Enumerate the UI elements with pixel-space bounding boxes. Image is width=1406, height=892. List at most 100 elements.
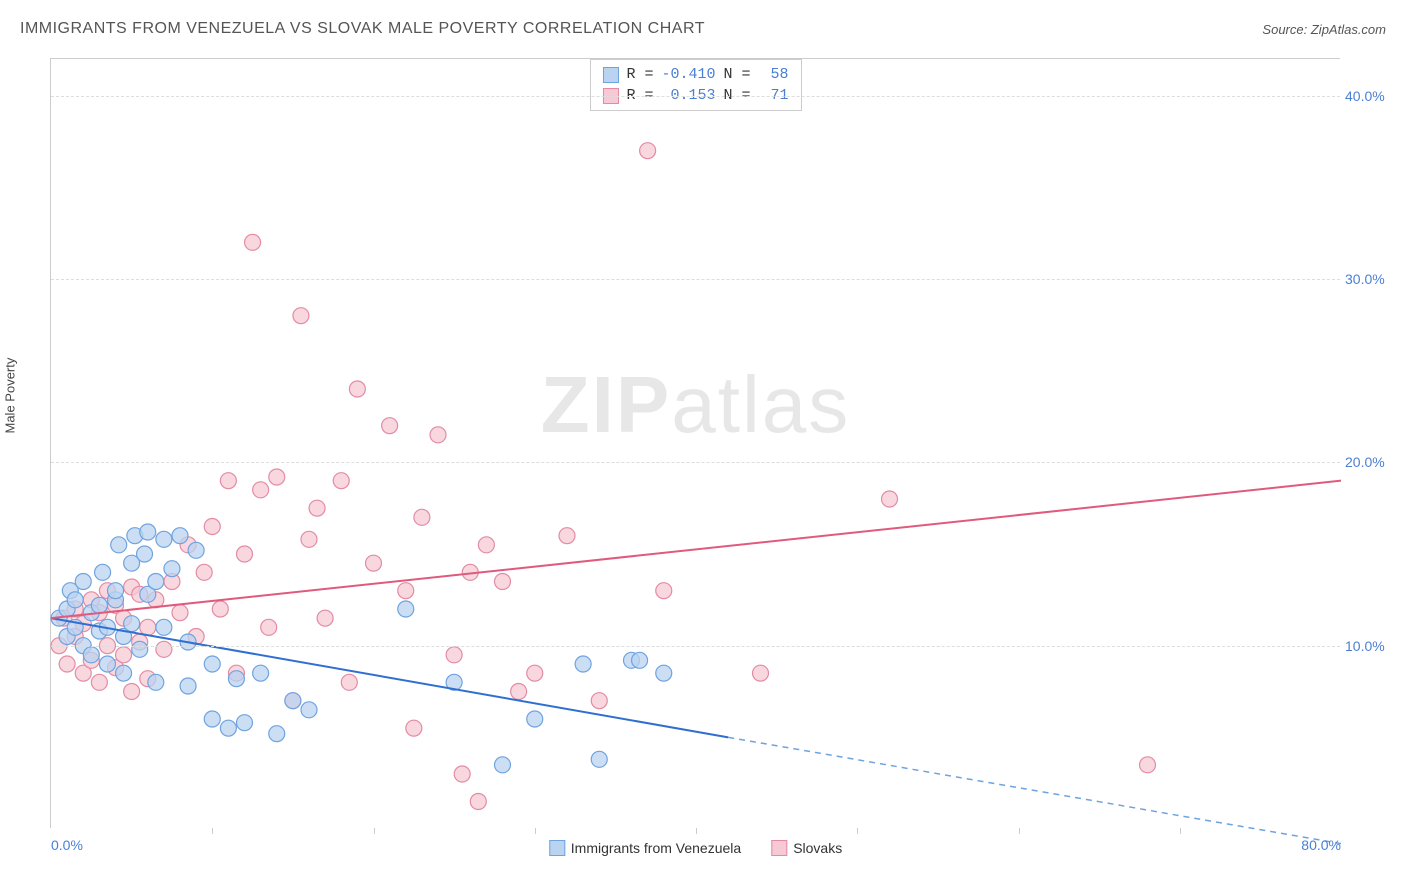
data-point <box>204 656 220 672</box>
data-point <box>269 469 285 485</box>
x-tick-mark <box>1180 828 1181 834</box>
data-point <box>132 641 148 657</box>
data-point <box>237 546 253 562</box>
data-point <box>640 143 656 159</box>
data-point <box>148 674 164 690</box>
x-tick-mark <box>696 828 697 834</box>
data-point <box>527 711 543 727</box>
data-point <box>75 574 91 590</box>
source-value: ZipAtlas.com <box>1311 22 1386 37</box>
chart-title: IMMIGRANTS FROM VENEZUELA VS SLOVAK MALE… <box>20 20 705 38</box>
data-point <box>99 656 115 672</box>
data-point <box>333 473 349 489</box>
data-point <box>753 665 769 681</box>
data-point <box>285 693 301 709</box>
data-point <box>495 757 511 773</box>
data-point <box>317 610 333 626</box>
data-point <box>1140 757 1156 773</box>
legend-label-slovaks: Slovaks <box>793 840 842 856</box>
data-point <box>91 674 107 690</box>
r-label: R = <box>626 66 653 83</box>
correlation-stats-box: R = -0.410 N = 58 R = 0.153 N = 71 <box>589 59 801 111</box>
data-point <box>656 583 672 599</box>
data-point <box>366 555 382 571</box>
gridline <box>51 462 1340 463</box>
data-point <box>212 601 228 617</box>
legend-item-venezuela: Immigrants from Venezuela <box>549 840 741 856</box>
data-point <box>253 665 269 681</box>
data-point <box>382 418 398 434</box>
data-point <box>220 473 236 489</box>
data-point <box>446 647 462 663</box>
data-point <box>228 671 244 687</box>
data-point <box>108 583 124 599</box>
r-value-venezuela: -0.410 <box>662 66 716 83</box>
data-point <box>124 684 140 700</box>
data-point <box>140 619 156 635</box>
data-point <box>237 715 253 731</box>
data-point <box>398 583 414 599</box>
data-point <box>398 601 414 617</box>
data-point <box>172 605 188 621</box>
gridline <box>51 96 1340 97</box>
data-point <box>495 574 511 590</box>
data-point <box>188 542 204 558</box>
x-tick-label: 0.0% <box>51 837 83 853</box>
data-point <box>478 537 494 553</box>
data-point <box>111 537 127 553</box>
data-point <box>293 308 309 324</box>
data-point <box>116 647 132 663</box>
data-point <box>559 528 575 544</box>
data-point <box>95 564 111 580</box>
y-tick-label: 40.0% <box>1345 88 1400 104</box>
data-point <box>430 427 446 443</box>
data-point <box>148 574 164 590</box>
y-tick-label: 30.0% <box>1345 271 1400 287</box>
x-tick-mark <box>212 828 213 834</box>
data-point <box>180 678 196 694</box>
plot-area: ZIPatlas R = -0.410 N = 58 R = 0.153 N =… <box>50 58 1340 828</box>
x-tick-mark <box>857 828 858 834</box>
data-point <box>83 647 99 663</box>
data-point <box>591 751 607 767</box>
trend-line-extrapolated <box>728 737 1341 843</box>
legend-swatch-slovaks <box>771 840 787 856</box>
data-point <box>261 619 277 635</box>
data-point <box>67 592 83 608</box>
data-point <box>140 524 156 540</box>
data-point <box>882 491 898 507</box>
data-point <box>91 597 107 613</box>
data-point <box>220 720 236 736</box>
data-point <box>511 684 527 700</box>
data-point <box>156 619 172 635</box>
data-point <box>349 381 365 397</box>
bottom-legend: Immigrants from Venezuela Slovaks <box>549 840 842 856</box>
data-point <box>527 665 543 681</box>
data-point <box>341 674 357 690</box>
data-point <box>632 652 648 668</box>
n-value-venezuela: 58 <box>759 66 789 83</box>
data-point <box>172 528 188 544</box>
gridline <box>51 646 1340 647</box>
y-axis-label: Male Poverty <box>3 358 18 434</box>
legend-swatch-venezuela <box>549 840 565 856</box>
data-point <box>454 766 470 782</box>
data-point <box>137 546 153 562</box>
data-point <box>156 531 172 547</box>
data-point <box>204 711 220 727</box>
legend-item-slovaks: Slovaks <box>771 840 842 856</box>
data-point <box>656 665 672 681</box>
x-tick-label: 80.0% <box>1301 837 1341 853</box>
x-tick-mark <box>535 828 536 834</box>
data-point <box>591 693 607 709</box>
data-point <box>204 519 220 535</box>
data-point <box>575 656 591 672</box>
data-point <box>406 720 422 736</box>
source-label: Source: <box>1262 22 1307 37</box>
gridline <box>51 279 1340 280</box>
scatter-plot-svg <box>51 59 1340 828</box>
data-point <box>116 665 132 681</box>
data-point <box>309 500 325 516</box>
stats-row-venezuela: R = -0.410 N = 58 <box>602 64 788 85</box>
data-point <box>196 564 212 580</box>
